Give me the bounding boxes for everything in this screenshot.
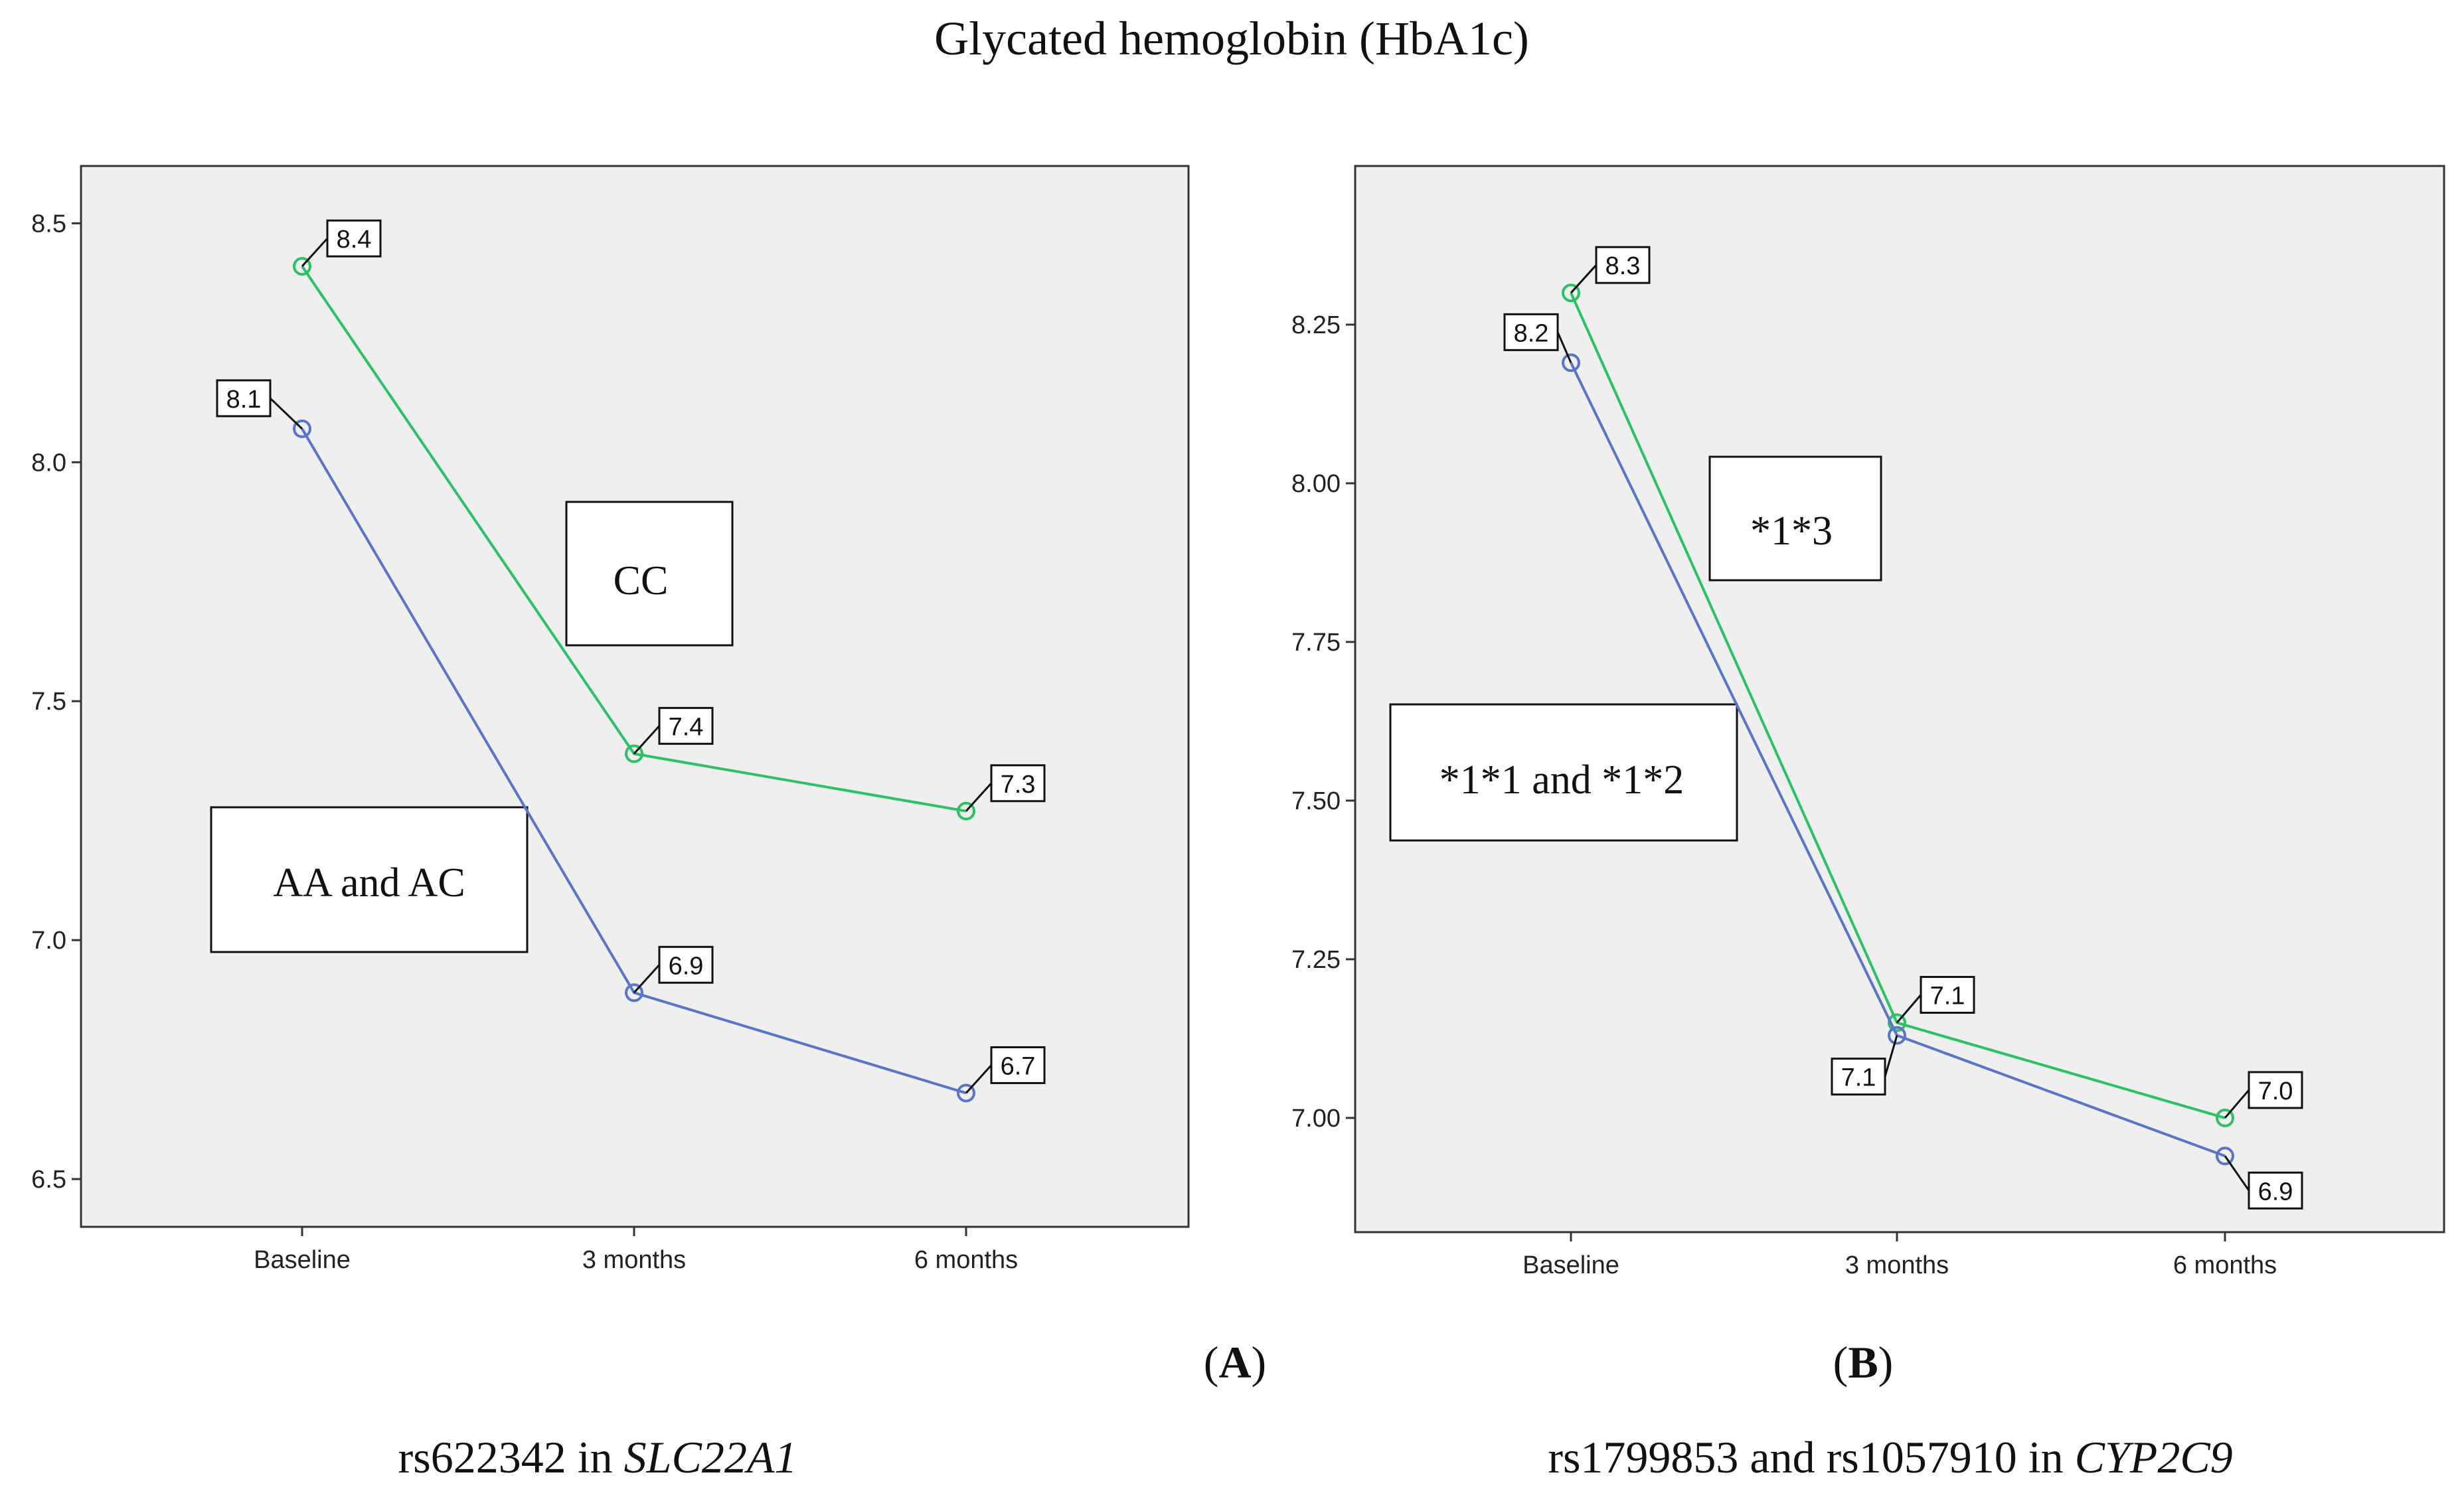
data-point [2216,1147,2234,1166]
data-label-box [1503,313,1559,351]
data-label-box [216,379,272,418]
data-label: 8.3 [1605,252,1641,280]
y-tick-label: 7.25 [1291,946,1341,974]
data-label: 7.1 [1841,1064,1876,1092]
panel-caption: rs1799853 and rs1057910 in CYP2C9 [1548,1432,2232,1482]
data-label: 6.7 [1001,1052,1036,1080]
data-label-leader [965,1064,993,1094]
data-label: 8.2 [1514,319,1549,347]
data-point [293,257,311,276]
data-label-leader [2224,1155,2250,1192]
x-tick-label: 3 months [1845,1251,1949,1279]
y-tick-label: 7.5 [31,688,66,716]
data-label-leader [1884,1035,1898,1077]
data-label-leader [301,238,329,268]
figure-title: Glycated hemoglobin (HbA1c) [934,12,1529,65]
data-label-box [1831,1058,1886,1096]
panel-caption: rs622342 in SLC22A1 [398,1432,797,1482]
group-annotation-box [565,501,734,647]
panel-a: 6.5 7.0 7.5 8.0 8.5 Baseline 3 months 6 months C… [31,165,1190,1274]
data-label-leader [1556,331,1572,363]
data-label-leader [633,964,661,994]
x-tick-label: 6 months [2173,1251,2277,1279]
panel-b: 7.00 7.25 7.50 7.75 8.00 8.25 Baseline 3 months… [1291,165,2445,1279]
data-point [625,983,643,1002]
data-label: 6.9 [2258,1178,2293,1206]
data-label-box [326,219,382,258]
data-label-leader [633,725,661,755]
data-point [1562,353,1580,372]
data-label-leader [1570,264,1598,294]
panel-label: (B) [1833,1337,1894,1388]
group-annotation-text: AA and AC [273,860,465,906]
panel-label: (A) [1204,1337,1266,1388]
data-label-leader [2224,1089,2250,1119]
group-annotation-text: *1*1 and *1*2 [1439,757,1684,803]
data-label-box [2248,1171,2303,1210]
data-label-box [2248,1071,2303,1109]
x-tick-label: 3 months [582,1246,686,1274]
data-point [625,744,643,763]
data-label-box [658,945,714,984]
data-point [957,801,975,821]
data-label-leader [965,782,993,812]
group-annotation-text: *1*3 [1750,509,1833,554]
data-point [2216,1108,2234,1127]
data-label-box [990,1046,1046,1084]
y-tick-label: 8.0 [31,449,66,477]
data-label: 7.0 [2258,1077,2293,1105]
data-label-box [658,706,714,745]
data-label: 8.1 [226,386,262,414]
group-annotation-box [1708,455,1882,582]
y-tick-label: 7.50 [1291,787,1341,815]
group-annotation-box [210,806,529,953]
y-tick-label: 8.00 [1291,470,1341,498]
data-label: 7.3 [1001,771,1036,799]
y-tick-label: 6.5 [31,1166,66,1194]
data-label-box [990,764,1046,803]
y-tick-label: 7.00 [1291,1105,1341,1133]
data-label-leader [269,397,303,430]
data-label: 7.1 [1930,983,1965,1010]
data-label: 7.4 [669,713,704,741]
data-point [1562,283,1580,303]
y-tick-label: 7.0 [31,927,66,955]
data-label-leader [1896,994,1922,1024]
x-tick-label: Baseline [254,1246,351,1274]
y-tick-label: 8.25 [1291,311,1341,339]
data-point [1888,1013,1906,1032]
x-tick-label: Baseline [1522,1251,1619,1279]
y-tick-label: 7.75 [1291,629,1341,657]
data-label-box [1920,976,1975,1014]
data-label: 8.4 [337,226,372,254]
y-tick-label: 8.5 [31,210,66,238]
data-point [1888,1026,1906,1045]
group-annotation-box [1389,703,1738,842]
data-point [957,1083,975,1103]
group-annotation-text: CC [614,558,669,603]
x-tick-label: 6 months [914,1246,1018,1274]
data-point [293,419,311,438]
data-label-box [1595,246,1651,284]
data-label: 6.9 [669,952,704,980]
